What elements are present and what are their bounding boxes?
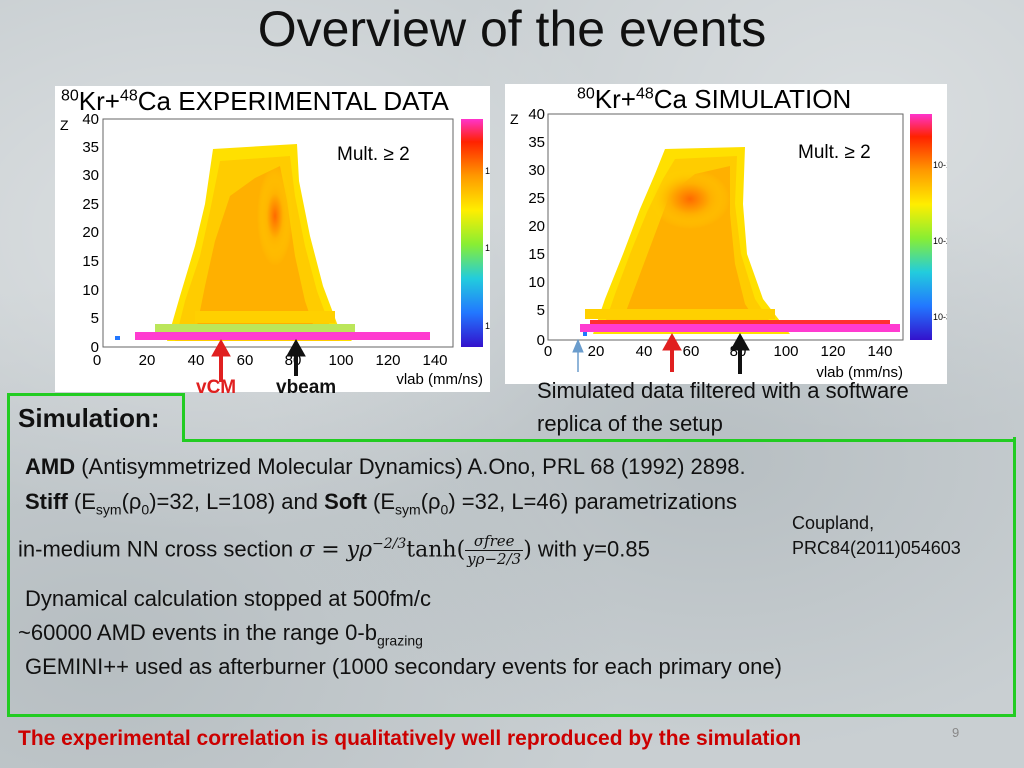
experimental-axes: [102, 118, 454, 348]
simulation-box-topline: [182, 439, 1013, 442]
simulation-heading: Simulation:: [18, 403, 160, 433]
svg-text:25: 25: [82, 196, 99, 213]
svg-text:15: 15: [82, 253, 99, 270]
svg-text:35: 35: [528, 134, 545, 151]
experimental-mult-label: Mult. ≥ 2: [337, 144, 410, 165]
svg-text:120: 120: [820, 343, 845, 360]
svg-text:80: 80: [285, 352, 302, 369]
svg-text:10-2: 10-2: [485, 243, 490, 253]
svg-text:25: 25: [528, 190, 545, 207]
experimental-colorbar: [461, 119, 483, 347]
simulated-note-line1: Simulated data filtered with a software: [537, 378, 909, 403]
amd-line: AMD (Antisymmetrized Molecular Dynamics)…: [25, 454, 746, 479]
svg-text:10: 10: [82, 282, 99, 299]
simulation-box-step: [182, 393, 185, 442]
cross-section-line: in-medium NN cross section σ = yρ−2/3tan…: [18, 532, 650, 569]
gemini-line: GEMINI++ used as afterburner (1000 secon…: [25, 654, 782, 679]
svg-text:30: 30: [528, 162, 545, 179]
experimental-plot-panel: 80Kr+48Ca EXPERIMENTAL DATA Mult. ≥ 2 Z: [55, 86, 490, 392]
svg-text:140: 140: [422, 352, 447, 369]
svg-text:60: 60: [237, 352, 254, 369]
events-line: ~60000 AMD events in the range 0-bgrazin…: [18, 620, 423, 649]
svg-text:0: 0: [544, 343, 552, 360]
svg-text:30: 30: [82, 167, 99, 184]
simulation-content-box: [7, 437, 1016, 717]
slide-title: Overview of the events: [257, 1, 767, 57]
svg-text:35: 35: [82, 139, 99, 156]
experimental-plot-title: 80Kr+48Ca EXPERIMENTAL DATA: [61, 86, 449, 116]
svg-text:100: 100: [328, 352, 353, 369]
experimental-xlabel: vlab (mm/ns): [396, 371, 483, 388]
experimental-yticks: 40 35 30 25 20 15 10 5 0: [82, 111, 99, 356]
svg-text:10-2: 10-2: [933, 236, 947, 246]
svg-text:60: 60: [683, 343, 700, 360]
svg-text:100: 100: [773, 343, 798, 360]
svg-text:120: 120: [375, 352, 400, 369]
simulation-colorbar: [910, 114, 932, 340]
svg-text:20: 20: [588, 343, 605, 360]
conclusion: The experimental correlation is qualitat…: [18, 727, 802, 750]
svg-text:40: 40: [636, 343, 653, 360]
svg-text:10-1: 10-1: [933, 160, 947, 170]
simulation-xticks: 0 20 40 60 80 100 120 140: [544, 343, 893, 360]
experimental-xticks: 0 20 40 60 80 100 120 140: [93, 352, 448, 369]
vcm-label: vCM: [196, 377, 237, 398]
simulation-axes: [547, 113, 904, 341]
svg-text:15: 15: [528, 246, 545, 263]
svg-text:0: 0: [537, 332, 545, 349]
page-number: 9: [952, 725, 960, 740]
svg-text:0: 0: [93, 352, 101, 369]
svg-text:10-1: 10-1: [485, 166, 490, 176]
simulation-mult-label: Mult. ≥ 2: [798, 142, 871, 163]
svg-text:40: 40: [188, 352, 205, 369]
svg-text:5: 5: [537, 302, 545, 319]
simulation-plot-panel: 80Kr+48Ca SIMULATION Mult. ≥ 2 Z: [505, 84, 947, 384]
svg-text:10-3: 10-3: [933, 312, 947, 322]
svg-text:40: 40: [528, 106, 545, 123]
vbeam-label: vbeam: [276, 377, 337, 398]
simulation-ylabel: Z: [510, 111, 519, 127]
svg-text:80: 80: [730, 343, 747, 360]
svg-text:5: 5: [91, 310, 99, 327]
svg-text:10: 10: [528, 274, 545, 291]
stiff-soft-line: Stiff (Esym(ρ0)=32, L=108) and Soft (Esy…: [25, 489, 737, 518]
svg-text:20: 20: [528, 218, 545, 235]
reference-line1: Coupland,: [792, 513, 875, 533]
simulation-heatmap: Z 40 35 30 25 20 15 10 5 0 0 20 40 60 80…: [510, 106, 947, 381]
svg-text:140: 140: [867, 343, 892, 360]
simulation-plot-title: 80Kr+48Ca SIMULATION: [577, 84, 852, 114]
simulated-note-line2: replica of the setup: [537, 411, 723, 436]
svg-text:10-3: 10-3: [485, 321, 490, 331]
svg-text:0: 0: [91, 339, 99, 356]
svg-text:20: 20: [82, 224, 99, 241]
experimental-ylabel: Z: [60, 117, 69, 133]
svg-text:20: 20: [139, 352, 156, 369]
svg-text:40: 40: [82, 111, 99, 128]
simulation-yticks: 40 35 30 25 20 15 10 5 0: [528, 106, 545, 349]
simulation-xlabel: vlab (mm/ns): [816, 364, 903, 381]
dynamical-line: Dynamical calculation stopped at 500fm/c: [25, 586, 431, 611]
experimental-heatmap: Z 40 35 30 25 20 15 10 5 0 0 20 40 60 80: [60, 111, 490, 388]
reference-line2: PRC84(2011)054603: [792, 538, 961, 558]
